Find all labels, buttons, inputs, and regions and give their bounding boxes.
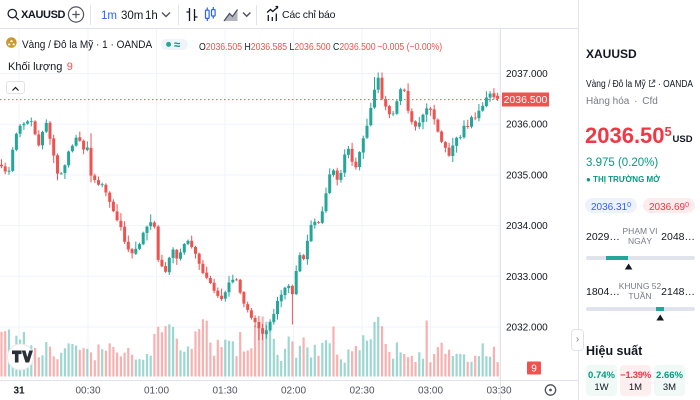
svg-text:2037.000: 2037.000 [506,69,548,80]
svg-text:2034.000: 2034.000 [506,221,548,232]
svg-text:2036.500: 2036.500 [504,94,548,106]
svg-text:03:00: 03:00 [418,386,443,397]
svg-text:00:30: 00:30 [75,386,100,397]
svg-text:2033.000: 2033.000 [506,272,548,283]
svg-text:02:30: 02:30 [349,386,374,397]
svg-text:2032.000: 2032.000 [506,323,548,334]
svg-text:03:30: 03:30 [486,386,511,397]
svg-text:2036.000: 2036.000 [506,120,548,131]
svg-text:02:00: 02:00 [281,386,306,397]
svg-text:≈: ≈ [174,39,181,51]
svg-text:01:00: 01:00 [144,386,169,397]
svg-text:9: 9 [531,364,537,375]
svg-text:31: 31 [13,386,25,397]
svg-text:2035.000: 2035.000 [506,170,548,181]
svg-text:01:30: 01:30 [212,386,237,397]
